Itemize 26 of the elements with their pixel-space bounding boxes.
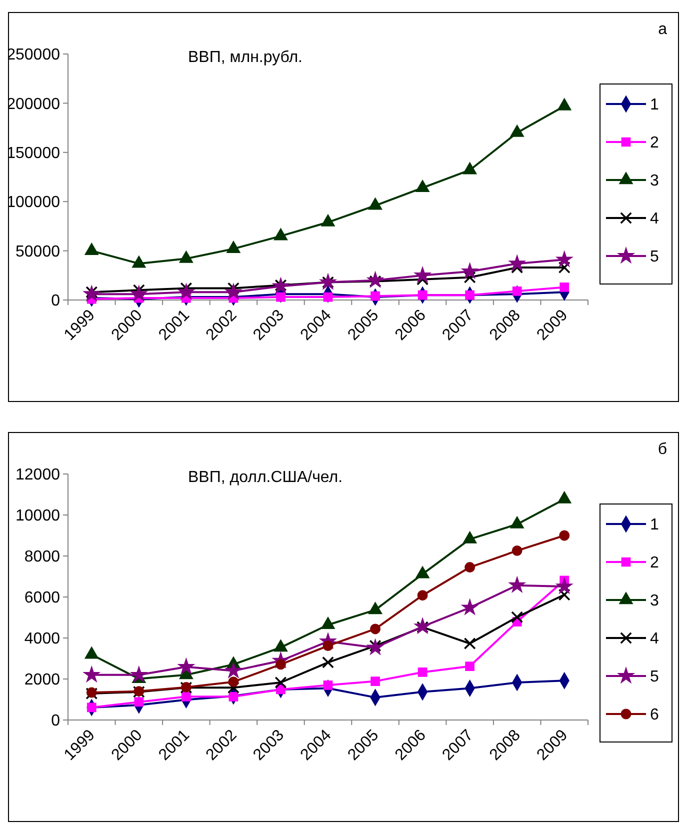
y-tick-label: 100000 xyxy=(6,194,60,212)
legend-label: 4 xyxy=(650,630,659,648)
text: б xyxy=(658,441,667,458)
y-tick-label: 50000 xyxy=(16,243,60,260)
y-tick-label: 2000 xyxy=(24,672,60,689)
legend-label: 6 xyxy=(650,706,659,724)
y-tick-label: 8000 xyxy=(24,548,60,566)
chart-title: ВВП, долл.США/чел. xyxy=(188,469,343,486)
legend-label: 2 xyxy=(650,554,659,572)
y-tick-label: 4000 xyxy=(24,630,60,648)
y-tick-label: 10000 xyxy=(16,508,60,525)
legend-label: 1 xyxy=(650,516,659,534)
legend-label: 5 xyxy=(650,248,659,266)
y-tick-label: 12000 xyxy=(16,466,60,484)
y-tick-label: 0 xyxy=(51,712,60,730)
legend-label: 5 xyxy=(650,668,659,686)
legend-label: 3 xyxy=(650,172,659,190)
text: а xyxy=(658,21,668,38)
legend-label: 2 xyxy=(650,134,659,152)
legend-label: 4 xyxy=(650,210,659,228)
legend-label: 3 xyxy=(650,592,659,610)
y-tick-label: 150000 xyxy=(6,145,60,162)
legend-label: 1 xyxy=(650,96,659,114)
chart-title: ВВП, млн.рубл. xyxy=(188,49,302,66)
y-tick-label: 6000 xyxy=(24,590,60,607)
y-tick-label: 0 xyxy=(51,292,60,310)
